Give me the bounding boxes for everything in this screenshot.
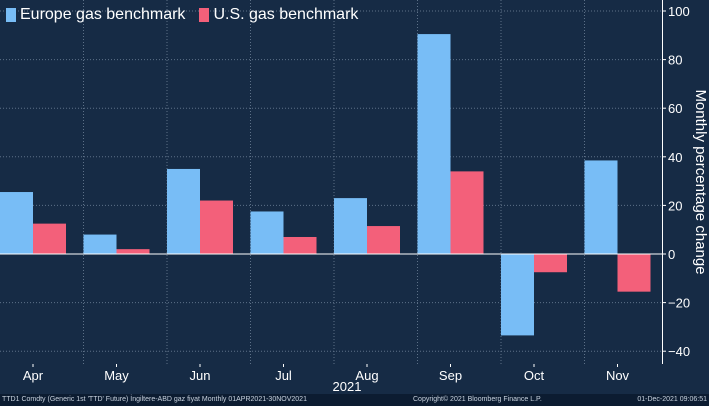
legend-entry-us: U.S. gas benchmark: [199, 6, 358, 24]
bar-europe-may: [83, 234, 117, 254]
legend: Europe gas benchmark U.S. gas benchmark: [6, 6, 358, 24]
y-tick-label: −40: [668, 344, 690, 359]
x-tick-label: May: [104, 368, 129, 383]
x-tick-labels: Apr May Jun Jul Aug Sep Oct Nov: [23, 364, 630, 383]
y-axis-title: Monthly percentage change: [692, 89, 709, 274]
x-tick-label: Jul: [275, 368, 292, 383]
x-tick-label: Nov: [606, 368, 630, 383]
y-tick-label: 20: [668, 198, 682, 213]
x-tick-label: Sep: [439, 368, 462, 383]
bar-us-apr: [33, 223, 66, 254]
legend-swatch-us: [199, 8, 210, 22]
bar-us-aug: [367, 226, 400, 254]
bar-europe-jun: [167, 168, 200, 254]
footer-bar: TTD1 Comdty (Generic 1st 'TTD' Future) İ…: [0, 394, 709, 406]
bars: [0, 34, 651, 336]
bar-us-jul: [283, 236, 317, 254]
x-group-label: 2021: [333, 379, 362, 394]
footer-source: TTD1 Comdty (Generic 1st 'TTD' Future) İ…: [2, 396, 307, 403]
x-tick-label: Aug: [355, 368, 378, 383]
y-tick-label: 60: [668, 101, 682, 116]
legend-label-us: U.S. gas benchmark: [213, 6, 359, 23]
y-tick-label: −20: [668, 296, 690, 311]
y-tick-label: 80: [668, 53, 682, 68]
y-tick-labels: −40 −20 0 20 40 60 80 100: [662, 4, 690, 359]
bar-us-may: [116, 249, 150, 254]
bar-us-jun: [200, 200, 233, 254]
bar-europe-aug: [334, 198, 367, 254]
footer-copyright: Copyright© 2021 Bloomberg Finance L.P.: [413, 396, 542, 403]
x-tick-label: Apr: [23, 368, 44, 383]
bar-chart: −40 −20 0 20 40 60 80 100 Apr May Jun Jul Aug Sep Oct…: [0, 0, 709, 394]
bar-us-sep: [450, 171, 484, 254]
x-tick-label: Jun: [190, 368, 211, 383]
bar-us-oct: [534, 254, 567, 273]
footer-timestamp: 01-Dec-2021 09:06:51: [637, 396, 707, 403]
y-tick-label: 100: [668, 4, 690, 19]
y-tick-label: 40: [668, 150, 682, 165]
bar-europe-sep: [417, 34, 451, 255]
bar-europe-nov: [584, 160, 618, 254]
bar-europe-oct: [501, 254, 534, 336]
x-tick-label: Oct: [524, 368, 545, 383]
bar-us-nov: [617, 254, 651, 292]
legend-entry-europe: Europe gas benchmark: [6, 6, 185, 24]
bar-europe-jul: [250, 211, 284, 254]
y-tick-label: 0: [668, 247, 675, 262]
gridlines: [0, 0, 662, 364]
bar-europe-apr: [0, 192, 33, 254]
legend-label-europe: Europe gas benchmark: [20, 6, 186, 23]
legend-swatch-europe: [6, 8, 16, 22]
